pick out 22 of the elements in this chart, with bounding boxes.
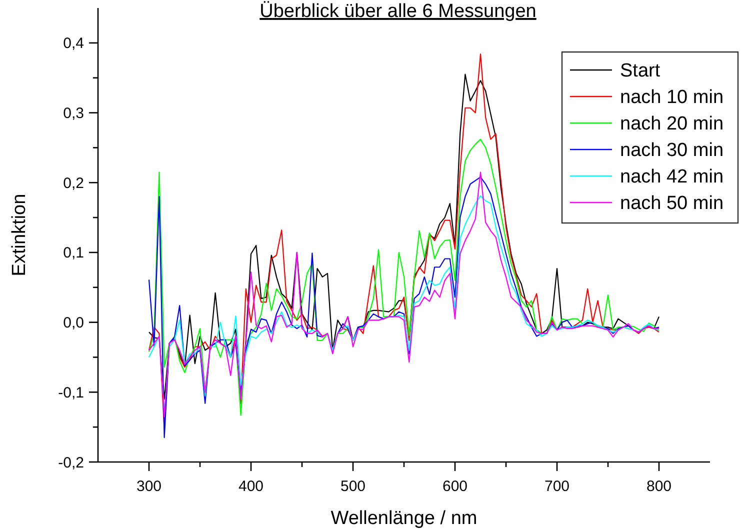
x-tick-label: 300	[136, 478, 162, 495]
y-tick-label: 0,3	[63, 105, 84, 122]
x-tick-label: 400	[238, 478, 264, 495]
y-tick-label: 0,0	[63, 314, 84, 332]
legend-label: nach 30 min	[620, 140, 724, 162]
x-tick-label: 800	[646, 478, 672, 495]
chart-title: Überblick über alle 6 Messungen	[260, 1, 536, 22]
y-tick-label: 0,1	[63, 244, 84, 262]
y-tick-label: 0,2	[63, 174, 84, 192]
x-tick-label: 600	[442, 478, 468, 495]
y-tick-label: -0,1	[58, 384, 84, 402]
x-axis-title: Wellenlänge / nm	[330, 508, 478, 529]
x-tick-label: 500	[340, 478, 366, 495]
y-tick-label: -0,2	[58, 454, 84, 472]
x-tick-label: 700	[544, 478, 570, 495]
y-tick-label: 0,4	[63, 35, 84, 52]
legend-label: nach 50 min	[620, 193, 724, 214]
legend-label: nach 42 min	[620, 166, 724, 188]
y-axis-title: Extinktion	[9, 194, 30, 276]
legend-label: Start	[620, 60, 661, 82]
legend-label: nach 20 min	[620, 114, 724, 135]
legend-label: nach 10 min	[620, 87, 724, 108]
